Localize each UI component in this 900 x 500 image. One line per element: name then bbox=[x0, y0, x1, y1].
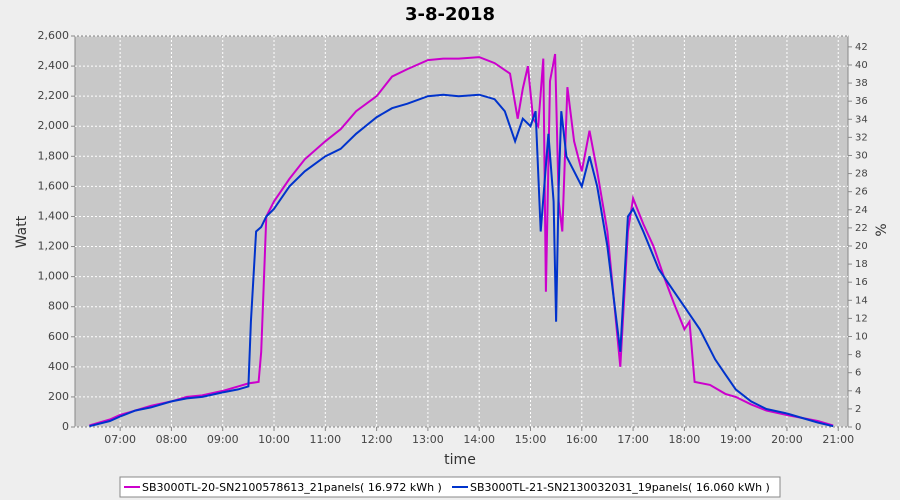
x-tick-label: 11:00 bbox=[309, 433, 341, 446]
series-line bbox=[89, 93, 834, 428]
y2-tick-label: 0 bbox=[855, 422, 861, 433]
y-tick-label: 2,200 bbox=[38, 89, 70, 102]
x-tick-label: 15:00 bbox=[515, 433, 547, 446]
y2-tick-label: 2 bbox=[855, 404, 861, 415]
y2-tick-label: 10 bbox=[855, 331, 868, 342]
x-tick-label: 21:00 bbox=[822, 433, 854, 446]
y-tick-label: 1,200 bbox=[38, 240, 70, 253]
y2-tick-label: 14 bbox=[855, 295, 868, 306]
y-axis-label: Watt bbox=[14, 215, 30, 248]
y2-tick-label: 32 bbox=[855, 132, 868, 143]
y2-tick-label: 26 bbox=[855, 187, 868, 198]
y2-tick-label: 16 bbox=[855, 277, 868, 288]
y2-tick-label: 6 bbox=[855, 368, 861, 379]
y2-tick-label: 4 bbox=[855, 386, 861, 397]
y2-tick-label: 18 bbox=[855, 259, 868, 270]
x-tick-label: 09:00 bbox=[207, 433, 239, 446]
y2-tick-label: 12 bbox=[855, 313, 868, 324]
y2-tick-label: 38 bbox=[855, 78, 868, 89]
y2-tick-label: 36 bbox=[855, 96, 868, 107]
y2-tick-label: 8 bbox=[855, 350, 861, 361]
x-tick-label: 12:00 bbox=[361, 433, 393, 446]
y-tick-label: 800 bbox=[48, 300, 69, 313]
y2-tick-label: 34 bbox=[855, 114, 868, 125]
y-tick-label: 600 bbox=[48, 330, 69, 343]
y-tick-label: 0 bbox=[62, 420, 69, 433]
x-tick-label: 14:00 bbox=[463, 433, 495, 446]
x-tick-label: 18:00 bbox=[669, 433, 701, 446]
y-tick-label: 200 bbox=[48, 390, 69, 403]
legend-label: SB3000TL-20-SN2100578613_21panels( 16.97… bbox=[142, 481, 442, 494]
y2-tick-label: 30 bbox=[855, 150, 868, 161]
y2-tick-label: 42 bbox=[855, 42, 868, 53]
y-tick-label: 2,400 bbox=[38, 59, 70, 72]
legend-label: SB3000TL-21-SN2130032031_19panels( 16.06… bbox=[470, 481, 770, 494]
y-tick-label: 2,000 bbox=[38, 119, 70, 132]
chart-title: 3-8-2018 bbox=[405, 4, 495, 25]
y-tick-label: 2,600 bbox=[38, 29, 70, 42]
plot-area bbox=[74, 35, 849, 428]
x-tick-label: 08:00 bbox=[156, 433, 188, 446]
x-tick-label: 19:00 bbox=[720, 433, 752, 446]
y-tick-label: 1,800 bbox=[38, 149, 70, 162]
series-line bbox=[89, 53, 834, 427]
y2-tick-label: 40 bbox=[855, 60, 868, 71]
y2-tick-label: 28 bbox=[855, 169, 868, 180]
x-axis-label: time bbox=[444, 452, 476, 468]
y-tick-label: 1,600 bbox=[38, 179, 70, 192]
y-tick-label: 400 bbox=[48, 360, 69, 373]
x-tick-label: 16:00 bbox=[566, 433, 598, 446]
legend bbox=[119, 476, 781, 498]
x-tick-label: 20:00 bbox=[771, 433, 803, 446]
x-tick-label: 07:00 bbox=[104, 433, 136, 446]
y2-tick-label: 22 bbox=[855, 223, 868, 234]
y-tick-label: 1,400 bbox=[38, 209, 70, 222]
y2-tick-label: 20 bbox=[855, 241, 868, 252]
x-tick-label: 10:00 bbox=[258, 433, 290, 446]
y2-axis-label: % bbox=[874, 223, 890, 236]
x-tick-label: 13:00 bbox=[412, 433, 444, 446]
y-tick-label: 1,000 bbox=[38, 270, 70, 283]
x-tick-label: 17:00 bbox=[617, 433, 649, 446]
y2-tick-label: 24 bbox=[855, 205, 868, 216]
